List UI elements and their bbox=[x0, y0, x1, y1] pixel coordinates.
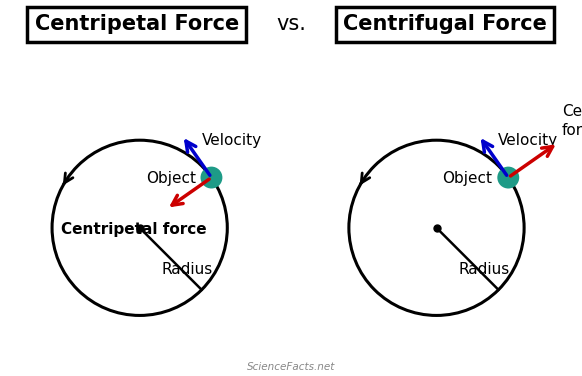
Text: Velocity: Velocity bbox=[498, 133, 558, 149]
Text: Velocity: Velocity bbox=[201, 133, 261, 149]
Text: Centrifugal Force: Centrifugal Force bbox=[343, 14, 547, 35]
Circle shape bbox=[201, 167, 222, 188]
Text: Radius: Radius bbox=[162, 262, 213, 277]
Text: Centrifugal
force: Centrifugal force bbox=[562, 104, 582, 138]
Text: Centripetal Force: Centripetal Force bbox=[35, 14, 239, 35]
Text: ScienceFacts.net: ScienceFacts.net bbox=[247, 362, 335, 372]
Text: Radius: Radius bbox=[459, 262, 510, 277]
Text: Centripetal force: Centripetal force bbox=[61, 222, 207, 237]
Text: Object: Object bbox=[442, 171, 492, 186]
Text: vs.: vs. bbox=[276, 14, 306, 35]
Text: Object: Object bbox=[146, 171, 196, 186]
Circle shape bbox=[498, 167, 519, 188]
